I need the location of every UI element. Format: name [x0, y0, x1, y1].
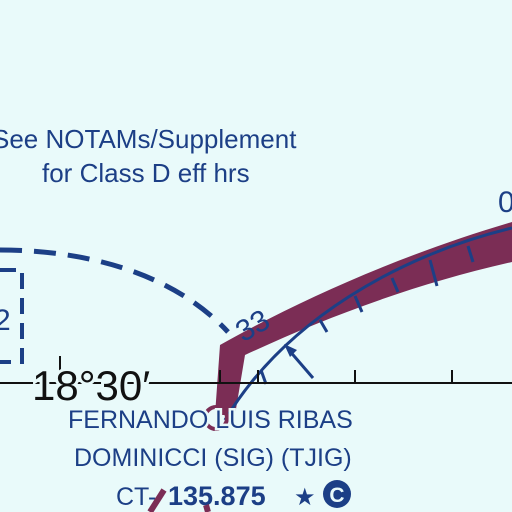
- ctaf-c-icon: C: [323, 480, 351, 508]
- airport-name-line2: DOMINICCI (SIG) (TJIG): [74, 444, 352, 472]
- compass-rose-arc: [223, 226, 512, 421]
- ct-dash: -: [148, 483, 156, 511]
- notam-note-line1: See NOTAMs/Supplement: [0, 124, 297, 154]
- notam-note-line2: for Class D eff hrs: [42, 158, 250, 188]
- compass-edge-label: 0: [498, 186, 512, 219]
- ct-frequency: 135.875: [168, 481, 266, 511]
- latitude-label: 18°30′: [32, 362, 150, 409]
- magenta-boundary-band: [215, 222, 512, 415]
- ct-prefix: CT: [116, 483, 149, 511]
- airspace-box: [0, 268, 24, 364]
- runway-stub: [147, 488, 167, 512]
- airport-name-line1: FERNANDO LUIS RIBAS: [68, 406, 353, 434]
- magnetic-north-arrow: [284, 344, 315, 379]
- class-d-boundary: [0, 247, 230, 334]
- star-icon: ★: [294, 484, 316, 511]
- compass-ticks: [259, 245, 475, 385]
- airspace-box-label: 2: [0, 304, 11, 337]
- airport-symbol: [203, 405, 229, 431]
- runway-stub: [203, 504, 211, 512]
- ctaf-c-letter: C: [329, 484, 344, 507]
- latitude-ticks: [59, 356, 453, 383]
